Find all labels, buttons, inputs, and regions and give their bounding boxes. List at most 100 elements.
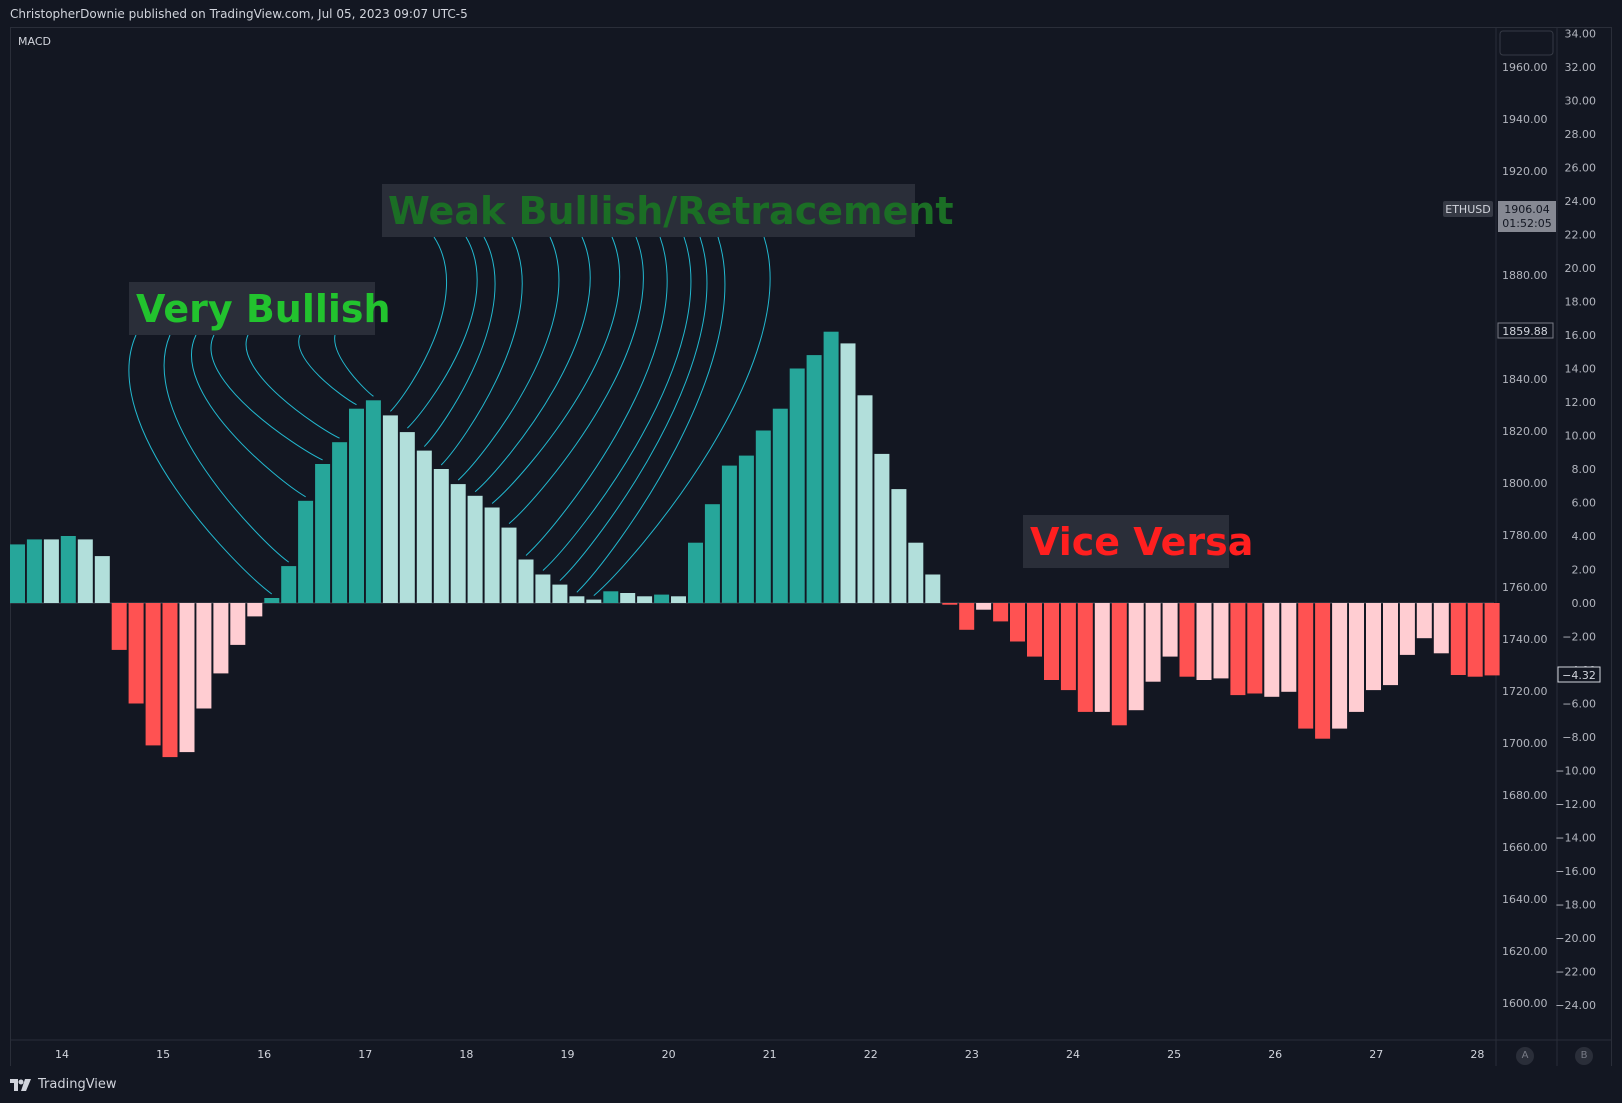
macd-bar: [569, 596, 585, 603]
macd-bar: [908, 542, 924, 603]
macd-current-value: −4.32: [1562, 669, 1596, 682]
macd-bar: [230, 603, 246, 645]
tradingview-brand: TradingView: [38, 1077, 117, 1092]
time-tick-label: 27: [1369, 1048, 1383, 1061]
macd-bar: [179, 603, 195, 753]
macd-axis[interactable]: 34.00 32.00 30.00 28.00 26.00 24.00 22.00 20.00…: [1555, 28, 1596, 1013]
price-tick-label: 1820.00: [1502, 425, 1548, 438]
price-tick-label: 1940.00: [1502, 113, 1548, 126]
connector-line: [245, 334, 340, 439]
price-tick-label: 1880.00: [1502, 269, 1548, 282]
macd-bar: [1213, 603, 1229, 679]
macd-bar: [94, 556, 110, 603]
price-tick-label: 1680.00: [1502, 789, 1548, 802]
macd-tick-label: 4.00: [1572, 530, 1597, 543]
macd-tick-label: −22.00: [1555, 966, 1596, 979]
last-price-bg: [1498, 201, 1556, 232]
macd-bar: [467, 495, 483, 603]
macd-bar: [298, 500, 314, 603]
macd-bar: [806, 355, 822, 603]
macd-bar: [1366, 603, 1381, 691]
macd-tick-label: −18.00: [1555, 899, 1596, 912]
time-tick-label: 14: [55, 1048, 69, 1061]
log-scale-button[interactable]: B: [1575, 1047, 1593, 1065]
macd-bar: [1128, 603, 1144, 711]
macd-bar: [264, 598, 280, 603]
macd-bar: [315, 464, 331, 603]
macd-bar: [1027, 603, 1042, 657]
macd-bar: [1094, 603, 1110, 712]
connector-line: [210, 334, 323, 461]
indicator-label[interactable]: MACD: [18, 35, 51, 48]
macd-bar: [1383, 603, 1398, 686]
macd-bar: [823, 331, 839, 603]
macd-tick-label: −14.00: [1555, 832, 1596, 845]
annotation-very-bullish-text: Very Bullish: [136, 287, 391, 331]
symbol-price-tag: ETHUSD 1906.04 01:52:05: [1443, 201, 1556, 232]
macd-bar: [1162, 603, 1178, 657]
macd-bar: [857, 395, 873, 603]
time-tick-label: 25: [1167, 1048, 1181, 1061]
macd-bar: [586, 599, 602, 603]
connector-line: [491, 236, 620, 504]
connector-line: [542, 236, 692, 571]
macd-bar: [332, 442, 348, 603]
macd-bar: [738, 455, 754, 603]
macd-bar: [1281, 603, 1297, 692]
price-tick-label: 1620.00: [1502, 945, 1548, 958]
macd-value-tag: −4.32: [1557, 666, 1601, 683]
macd-bar: [77, 539, 93, 603]
macd-bar: [213, 603, 229, 674]
macd-tick-label: 8.00: [1572, 463, 1597, 476]
price-axis[interactable]: 1960.00 1940.00 1920.00 1880.00 1840.00 1820.…: [1502, 61, 1548, 1010]
tradingview-logo[interactable]: TradingView: [10, 1077, 117, 1092]
connector-line: [390, 236, 447, 412]
macd-tick-label: −2.00: [1562, 631, 1596, 644]
macd-bar: [688, 542, 703, 603]
macd-bar: [942, 603, 958, 605]
connector-line: [525, 236, 668, 556]
auto-scale-button[interactable]: A: [1516, 1047, 1534, 1065]
macd-bar: [637, 596, 653, 603]
macd-bar: [365, 400, 381, 603]
macd-bar: [145, 603, 161, 746]
macd-bar: [1077, 603, 1093, 712]
macd-bar: [1060, 603, 1076, 691]
macd-bar: [552, 584, 568, 603]
macd-bar: [840, 343, 856, 603]
macd-bar: [874, 453, 890, 603]
axis-settings-box[interactable]: [1499, 30, 1554, 56]
macd-bar: [518, 559, 534, 604]
connector-line: [423, 236, 496, 447]
macd-bar: [891, 489, 907, 603]
annotation-weak-bullish[interactable]: Weak Bullish/Retracement: [382, 184, 954, 237]
macd-tick-label: −24.00: [1555, 999, 1596, 1012]
price-tick-label: 1720.00: [1502, 685, 1548, 698]
annotation-weak-bullish-box: [382, 184, 915, 237]
macd-bar: [501, 527, 517, 603]
macd-tick-label: −6.00: [1562, 698, 1596, 711]
publish-info: ChristopherDownie published on TradingVi…: [0, 0, 1622, 28]
price-tick-label: 1600.00: [1502, 997, 1548, 1010]
macd-bar: [976, 603, 992, 610]
annotation-vice-versa[interactable]: Vice Versa: [1023, 515, 1253, 568]
macd-tick-label: 0.00: [1572, 597, 1597, 610]
macd-bar: [1433, 603, 1449, 654]
time-tick-label: 22: [864, 1048, 878, 1061]
macd-bar: [1399, 603, 1415, 655]
macd-bar: [1298, 603, 1314, 729]
annotation-very-bullish[interactable]: Very Bullish: [129, 282, 391, 335]
connector-line: [593, 236, 771, 597]
macd-tick-label: −8.00: [1562, 731, 1596, 744]
macd-bar: [1450, 603, 1466, 675]
macd-bar: [1196, 603, 1212, 680]
macd-tick-label: 12.00: [1565, 396, 1597, 409]
time-axis[interactable]: 14 15 16 17 18 19 20 21 22 23 24 25 26 27 28: [55, 1048, 1484, 1061]
macd-bar: [399, 432, 415, 603]
macd-tick-label: 16.00: [1565, 329, 1597, 342]
macd-bar: [128, 603, 144, 704]
annotation-vice-versa-text: Vice Versa: [1030, 520, 1253, 564]
macd-bar: [1247, 603, 1263, 694]
time-tick-label: 26: [1268, 1048, 1282, 1061]
